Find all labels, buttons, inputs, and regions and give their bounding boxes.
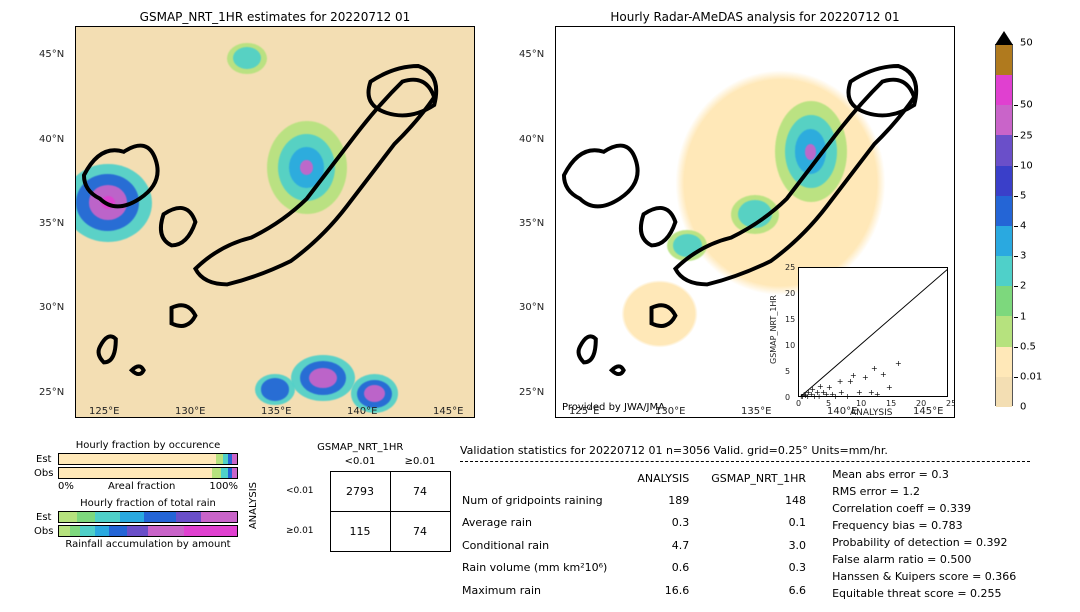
row-obs-2: Obs xyxy=(34,526,53,537)
val-row-a: 4.7 xyxy=(627,535,699,555)
colorbar-label: 4 xyxy=(1020,221,1026,232)
validation-right-stats: Mean abs error = 0.3RMS error = 1.2Corre… xyxy=(832,466,1016,602)
x-tick-label: 140°E xyxy=(347,406,377,417)
vh-0: ANALYSIS xyxy=(627,468,699,488)
x-tick-label: 130°E xyxy=(175,406,205,417)
val-row-b: 3.0 xyxy=(701,535,816,555)
contingency-table: GSMAP_NRT_1HR <0.01 ≥0.01 <0.01 2793 74 … xyxy=(270,442,451,552)
colorbar-label: 2 xyxy=(1020,281,1026,292)
val-row-label: Conditional rain xyxy=(462,535,625,555)
y-tick-label: 30°N xyxy=(519,302,544,313)
colorbar-label: 25 xyxy=(1020,130,1033,141)
scatter-ylabel: GSMAP_NRT_1HR xyxy=(769,295,778,364)
val-row-a: 0.6 xyxy=(627,558,699,578)
y-tick-label: 45°N xyxy=(39,49,64,60)
x-tick-label: 125°E xyxy=(89,406,119,417)
val-row-b: 0.3 xyxy=(701,558,816,578)
right-map: Provided by JWA/JMA+++++++++++++++++++++… xyxy=(555,26,955,418)
ct-cell-00: 2793 xyxy=(330,471,390,511)
stat-line: RMS error = 1.2 xyxy=(832,483,1016,500)
y-tick-label: 45°N xyxy=(519,49,544,60)
y-tick-label: 35°N xyxy=(39,218,64,229)
validation-stats: Validation statistics for 20220712 01 n=… xyxy=(460,442,1030,602)
ct-cell-01: 74 xyxy=(390,471,450,511)
row-est-2: Est xyxy=(36,512,51,523)
val-row-label: Average rain xyxy=(462,513,625,533)
frac-x1: 100% xyxy=(209,481,238,492)
colorbar: 0.010.512345102550500 xyxy=(995,44,1013,406)
bar-occurrence-est xyxy=(58,453,238,465)
colorbar-label: 0.01 xyxy=(1020,371,1042,382)
fraction-title-2: Hourly fraction of total rain xyxy=(58,498,238,509)
stat-line: Probability of detection = 0.392 xyxy=(832,534,1016,551)
val-row-a: 16.6 xyxy=(627,580,699,600)
stat-line: Frequency bias = 0.783 xyxy=(832,517,1016,534)
ct-row-1: ≥0.01 xyxy=(270,511,330,551)
ct-col-title: GSMAP_NRT_1HR xyxy=(270,442,451,453)
validation-title: Validation statistics for 20220712 01 n=… xyxy=(460,442,1030,462)
val-row-label: Num of gridpoints raining xyxy=(462,490,625,510)
stat-line: Hanssen & Kuipers score = 0.366 xyxy=(832,568,1016,585)
stat-line: Mean abs error = 0.3 xyxy=(832,466,1016,483)
colorbar-label: 50 xyxy=(1020,100,1033,111)
y-tick-label: 25°N xyxy=(39,387,64,398)
row-obs-1: Obs xyxy=(34,468,53,479)
colorbar-label: 10 xyxy=(1020,160,1033,171)
right-map-panel: Hourly Radar-AMeDAS analysis for 2022071… xyxy=(555,10,955,418)
stat-line: Equitable threat score = 0.255 xyxy=(832,585,1016,602)
vh-1: GSMAP_NRT_1HR xyxy=(701,468,816,488)
right-map-title: Hourly Radar-AMeDAS analysis for 2022071… xyxy=(555,10,955,24)
val-row-b: 6.6 xyxy=(701,580,816,600)
val-row-b: 148 xyxy=(701,490,816,510)
stat-line: Correlation coeff = 0.339 xyxy=(832,500,1016,517)
x-tick-label: 145°E xyxy=(433,406,463,417)
x-tick-label: 140°E xyxy=(827,406,857,417)
ct-col-0: <0.01 xyxy=(330,453,390,471)
y-tick-label: 30°N xyxy=(39,302,64,313)
val-row-a: 0.3 xyxy=(627,513,699,533)
validation-left-table: ANALYSIS GSMAP_NRT_1HR Num of gridpoints… xyxy=(460,466,818,602)
colorbar-label: 3 xyxy=(1020,251,1026,262)
ct-cell-11: 74 xyxy=(390,511,450,551)
ct-row-0: <0.01 xyxy=(270,471,330,511)
x-tick-label: 130°E xyxy=(655,406,685,417)
ct-row-title: ANALYSIS xyxy=(248,482,259,529)
val-row-label: Maximum rain xyxy=(462,580,625,600)
bar-totalrain-est xyxy=(58,511,238,523)
x-tick-label: 125°E xyxy=(569,406,599,417)
fraction-bars: Hourly fraction by occurence Est Obs 0% … xyxy=(58,440,238,550)
ct-cell-10: 115 xyxy=(330,511,390,551)
y-tick-label: 40°N xyxy=(519,134,544,145)
stat-line: False alarm ratio = 0.500 xyxy=(832,551,1016,568)
left-map-panel: GSMAP_NRT_1HR estimates for 20220712 01 … xyxy=(75,10,475,418)
fraction-title-3: Rainfall accumulation by amount xyxy=(58,539,238,550)
val-row-a: 189 xyxy=(627,490,699,510)
bar-totalrain-obs xyxy=(58,525,238,537)
y-tick-label: 40°N xyxy=(39,134,64,145)
x-tick-label: 145°E xyxy=(913,406,943,417)
val-row-b: 0.1 xyxy=(701,513,816,533)
row-est-1: Est xyxy=(36,454,51,465)
y-tick-label: 25°N xyxy=(519,387,544,398)
fraction-title-1: Hourly fraction by occurence xyxy=(58,440,238,451)
frac-xlabel: Areal fraction xyxy=(108,481,175,492)
frac-x0: 0% xyxy=(58,481,74,492)
colorbar-label: 5 xyxy=(1020,190,1026,201)
ct-col-1: ≥0.01 xyxy=(390,453,450,471)
x-tick-label: 135°E xyxy=(741,406,771,417)
colorbar-label: 0.5 xyxy=(1020,341,1036,352)
left-map xyxy=(75,26,475,418)
left-map-title: GSMAP_NRT_1HR estimates for 20220712 01 xyxy=(75,10,475,24)
bar-occurrence-obs xyxy=(58,467,238,479)
scatter-inset: ++++++++++++++++++++++++++++++0055101015… xyxy=(798,267,948,397)
colorbar-label: 1 xyxy=(1020,311,1026,322)
val-row-label: Rain volume (mm km²10⁶) xyxy=(462,558,625,578)
x-tick-label: 135°E xyxy=(261,406,291,417)
y-tick-label: 35°N xyxy=(519,218,544,229)
